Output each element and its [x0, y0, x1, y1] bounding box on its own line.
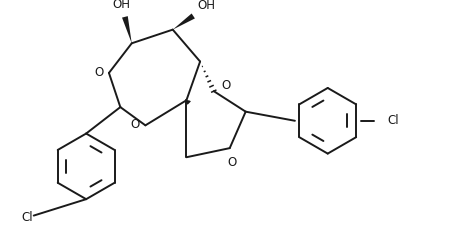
Text: OH: OH [112, 0, 130, 11]
Polygon shape [172, 14, 194, 30]
Text: O: O [227, 156, 236, 169]
Text: Cl: Cl [21, 211, 32, 224]
Text: OH: OH [196, 0, 214, 12]
Polygon shape [122, 16, 131, 43]
Text: Cl: Cl [386, 114, 398, 127]
Text: O: O [94, 65, 103, 78]
Text: O: O [131, 118, 140, 131]
Text: O: O [221, 79, 230, 92]
